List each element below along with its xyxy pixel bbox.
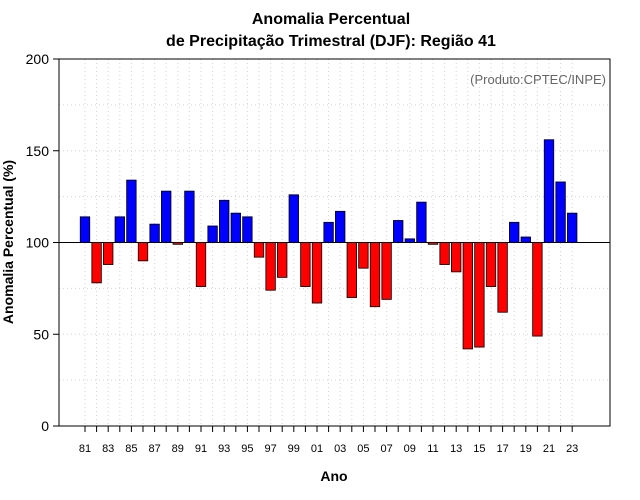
bar-08 xyxy=(393,220,404,243)
bar-85 xyxy=(126,179,137,243)
x-axis-label: Ano xyxy=(320,468,347,484)
x-tick-label: 21 xyxy=(543,443,555,455)
bar-03 xyxy=(335,210,346,243)
x-tick-label: 91 xyxy=(195,443,207,455)
y-tick-label: 150 xyxy=(26,143,50,159)
chart-title-line2: de Precipitação Trimestral (DJF): Região… xyxy=(166,33,496,50)
y-axis-label: Anomalia Percentual (%) xyxy=(0,160,16,324)
bar-21 xyxy=(543,139,555,243)
x-tick-label: 89 xyxy=(172,443,184,455)
bar-99 xyxy=(288,194,299,243)
x-tick-label: 01 xyxy=(311,443,323,455)
bar-82 xyxy=(91,242,102,284)
bar-86 xyxy=(137,242,149,262)
y-tick-label: 200 xyxy=(26,51,50,67)
bar-12 xyxy=(439,242,450,265)
bar-88 xyxy=(161,190,172,243)
bar-01 xyxy=(311,242,323,304)
x-tick-label: 83 xyxy=(102,443,114,455)
x-axis: 81 83 85 87 89 91 93 95 97 99 01 03 05 07 09 11 13 15 17 19… xyxy=(79,426,578,455)
bar-81 xyxy=(79,216,91,243)
x-tick-label: 11 xyxy=(427,443,438,455)
bar-10 xyxy=(416,201,427,243)
x-tick-label: 95 xyxy=(241,443,253,455)
bar-13 xyxy=(451,242,462,273)
y-tick-label: 50 xyxy=(33,326,49,342)
bar-02 xyxy=(323,221,334,243)
bar-17 xyxy=(497,242,508,313)
x-tick-label: 85 xyxy=(125,443,137,455)
credit-label: (Produto:CPTEC/INPE) xyxy=(470,72,606,87)
x-tick-label: 97 xyxy=(264,443,276,455)
bar-06 xyxy=(369,242,381,308)
x-tick-label: 15 xyxy=(473,443,485,455)
bar-04 xyxy=(346,242,357,298)
bar-84 xyxy=(114,216,125,243)
x-tick-label: 99 xyxy=(288,443,300,455)
bar-05 xyxy=(358,242,369,269)
bar-15 xyxy=(474,242,485,348)
x-tick-label: 17 xyxy=(496,443,508,455)
x-tick-label: 05 xyxy=(357,443,369,455)
bar-20 xyxy=(532,242,543,337)
bar-09 xyxy=(404,238,415,243)
bar-18 xyxy=(509,221,520,243)
x-tick-label: 07 xyxy=(380,443,392,455)
bar-91 xyxy=(195,242,207,287)
bar-97 xyxy=(265,242,276,291)
bar-98 xyxy=(277,242,288,278)
bar-07 xyxy=(381,242,392,300)
bar-23 xyxy=(567,212,578,243)
bar-14 xyxy=(462,242,473,350)
y-axis: 0 50 100 150 200 xyxy=(26,51,59,434)
x-tick-label: 93 xyxy=(218,443,230,455)
bar-93 xyxy=(219,199,230,243)
y-tick-label: 100 xyxy=(26,235,50,251)
bar-95 xyxy=(242,216,253,243)
bar-19 xyxy=(520,236,531,243)
x-tick-label: 87 xyxy=(148,443,160,455)
x-tick-label: 09 xyxy=(404,443,416,455)
chart-title-line1: Anomalia Percentual xyxy=(252,11,410,28)
x-tick-label: 13 xyxy=(450,443,462,455)
bar-22 xyxy=(555,181,566,243)
x-tick-label: 81 xyxy=(79,443,91,455)
x-tick-label: 19 xyxy=(520,443,532,455)
bars xyxy=(79,139,578,350)
y-tick-label: 0 xyxy=(41,418,49,434)
x-tick-label: 03 xyxy=(334,443,346,455)
x-tick-label: 23 xyxy=(566,443,578,455)
bar-92 xyxy=(207,225,218,243)
bar-16 xyxy=(485,242,497,287)
bar-90 xyxy=(184,190,195,243)
bar-83 xyxy=(103,242,114,265)
bar-00 xyxy=(300,242,311,287)
bar-94 xyxy=(230,212,241,243)
bar-87 xyxy=(149,223,160,243)
bar-96 xyxy=(253,242,265,258)
